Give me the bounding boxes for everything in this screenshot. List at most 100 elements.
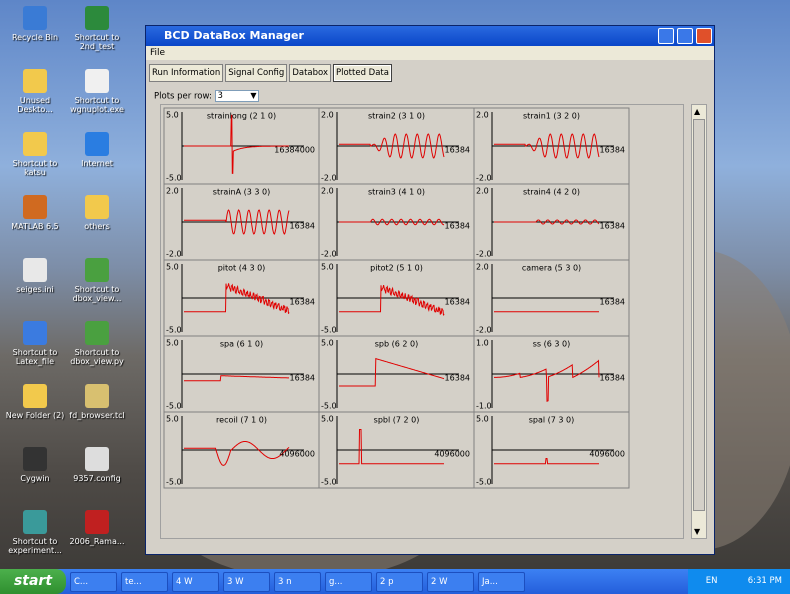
task-button[interactable]: Ja... — [478, 572, 525, 592]
desktop-icon[interactable]: fd_browser.tcl — [66, 384, 128, 420]
plot-count: 4096000 — [589, 450, 625, 459]
task-button[interactable]: C... — [70, 572, 117, 592]
plot-ymin: -2.0 — [476, 326, 492, 335]
plot-cell: ss (6 3 0)1.0-1.016384 — [474, 336, 629, 412]
icon-image — [23, 447, 47, 471]
plot-ymin: -2.0 — [321, 174, 337, 183]
icon-image — [85, 6, 109, 30]
scrollbar[interactable]: ▲ ▼ — [691, 104, 707, 539]
plot-ymax: 5.0 — [476, 415, 489, 424]
desktop-icon[interactable]: Cygwin — [4, 447, 66, 483]
desktop-icon[interactable]: Shortcut to dbox_view... — [66, 258, 128, 303]
desktop-icon[interactable]: Shortcut to Latex_file — [4, 321, 66, 366]
plot-ymax: 2.0 — [476, 111, 489, 120]
plots-per-row: Plots per row: 3▼ — [154, 90, 259, 102]
task-button[interactable]: 4 W — [172, 572, 219, 592]
plot-title: spal (7 3 0) — [529, 416, 575, 425]
desktop-icon[interactable]: New Folder (2) — [4, 384, 66, 420]
start-button[interactable]: start — [0, 569, 66, 594]
task-button[interactable]: 2 p — [376, 572, 423, 592]
plot-cell: strainA (3 3 0)2.0-2.016384 — [164, 184, 319, 260]
menu-item[interactable]: File — [150, 48, 165, 58]
desktop-icon[interactable]: Shortcut to katsu — [4, 132, 66, 177]
close-button[interactable] — [696, 28, 712, 44]
plot-ymin: -5.0 — [476, 478, 492, 487]
signal-trace — [339, 285, 444, 315]
plot-ymin: -5.0 — [321, 478, 337, 487]
icon-label: 9357.config — [66, 474, 128, 483]
icon-label: others — [66, 222, 128, 231]
icon-image — [23, 195, 47, 219]
icon-label: 2006_Rama... — [66, 537, 128, 546]
plot-ymax: 5.0 — [321, 415, 334, 424]
icon-image — [85, 195, 109, 219]
desktop-icon[interactable]: Internet — [66, 132, 128, 168]
tab[interactable]: Databox — [289, 64, 331, 82]
plot-ymax: 5.0 — [321, 263, 334, 272]
plot-ymin: -5.0 — [321, 326, 337, 335]
icon-image — [85, 321, 109, 345]
icon-label: Shortcut to 2nd_test — [66, 33, 128, 51]
icon-image — [85, 258, 109, 282]
desktop-icon[interactable]: 9357.config — [66, 447, 128, 483]
plot-cell: pitot (4 3 0)5.0-5.016384 — [164, 260, 319, 336]
icon-image — [85, 510, 109, 534]
plot-ymin: -1.0 — [476, 402, 492, 411]
minimize-button[interactable] — [658, 28, 674, 44]
desktop-icon[interactable]: 2006_Rama... — [66, 510, 128, 546]
desktop-icon[interactable]: Shortcut to dbox_view.py — [66, 321, 128, 366]
plot-count: 16384 — [600, 146, 625, 155]
task-button[interactable]: 3 W — [223, 572, 270, 592]
desktop-icon[interactable]: Shortcut to wgnuplot.exe — [66, 69, 128, 114]
plot-ymin: -5.0 — [166, 174, 182, 183]
scroll-down[interactable]: ▼ — [694, 527, 700, 536]
signal-trace — [494, 361, 599, 402]
plot-ymin: -5.0 — [166, 326, 182, 335]
plots-per-row-select[interactable]: 3▼ — [215, 90, 259, 102]
desktop-icon[interactable]: Shortcut to 2nd_test — [66, 6, 128, 51]
clock: 6:31 PM — [748, 576, 782, 586]
tab[interactable]: Signal Config — [225, 64, 287, 82]
plot-cell: pitot2 (5 1 0)5.0-5.016384 — [319, 260, 474, 336]
plot-ymax: 2.0 — [476, 187, 489, 196]
dropdown-arrow: ▼ — [250, 91, 256, 101]
plot-ymax: 5.0 — [166, 415, 179, 424]
desktop-icon[interactable]: Recycle Bin — [4, 6, 66, 42]
desktop-icon[interactable]: others — [66, 195, 128, 231]
tab[interactable]: Run Information — [149, 64, 223, 82]
language: EN — [706, 569, 718, 594]
icon-label: Shortcut to wgnuplot.exe — [66, 96, 128, 114]
icon-image — [85, 447, 109, 471]
tab[interactable]: Plotted Data — [333, 64, 392, 82]
plot-title: spbl (7 2 0) — [374, 416, 420, 425]
icon-label: seiges.ini — [4, 285, 66, 294]
desktop-icon[interactable]: Unused Deskto... — [4, 69, 66, 114]
icon-image — [23, 384, 47, 408]
desktop-icon[interactable]: Shortcut to experiment... — [4, 510, 66, 555]
plots-per-row-label: Plots per row: — [154, 92, 212, 102]
maximize-button[interactable] — [677, 28, 693, 44]
plot-count: 16384 — [290, 222, 315, 231]
task-button[interactable]: 2 W — [427, 572, 474, 592]
select-value: 3 — [218, 91, 223, 101]
task-button[interactable]: te... — [121, 572, 168, 592]
signal-trace — [184, 376, 289, 381]
plot-ymin: -2.0 — [476, 174, 492, 183]
icon-label: Unused Deskto... — [4, 96, 66, 114]
plot-ymin: -2.0 — [321, 250, 337, 259]
plot-ymax: 5.0 — [166, 339, 179, 348]
signal-trace — [184, 283, 289, 313]
plot-ymax: 1.0 — [476, 339, 489, 348]
desktop-icon[interactable]: MATLAB 6.5 — [4, 195, 66, 231]
task-button[interactable]: 3 n — [274, 572, 321, 592]
desktop-icon[interactable]: seiges.ini — [4, 258, 66, 294]
icon-label: Shortcut to dbox_view.py — [66, 348, 128, 366]
scroll-up[interactable]: ▲ — [694, 107, 700, 116]
scroll-thumb[interactable] — [693, 119, 705, 511]
task-button[interactable]: g... — [325, 572, 372, 592]
system-tray: EN 6:31 PM — [688, 569, 790, 594]
plot-ymin: -2.0 — [476, 250, 492, 259]
plot-ymax: 2.0 — [321, 111, 334, 120]
